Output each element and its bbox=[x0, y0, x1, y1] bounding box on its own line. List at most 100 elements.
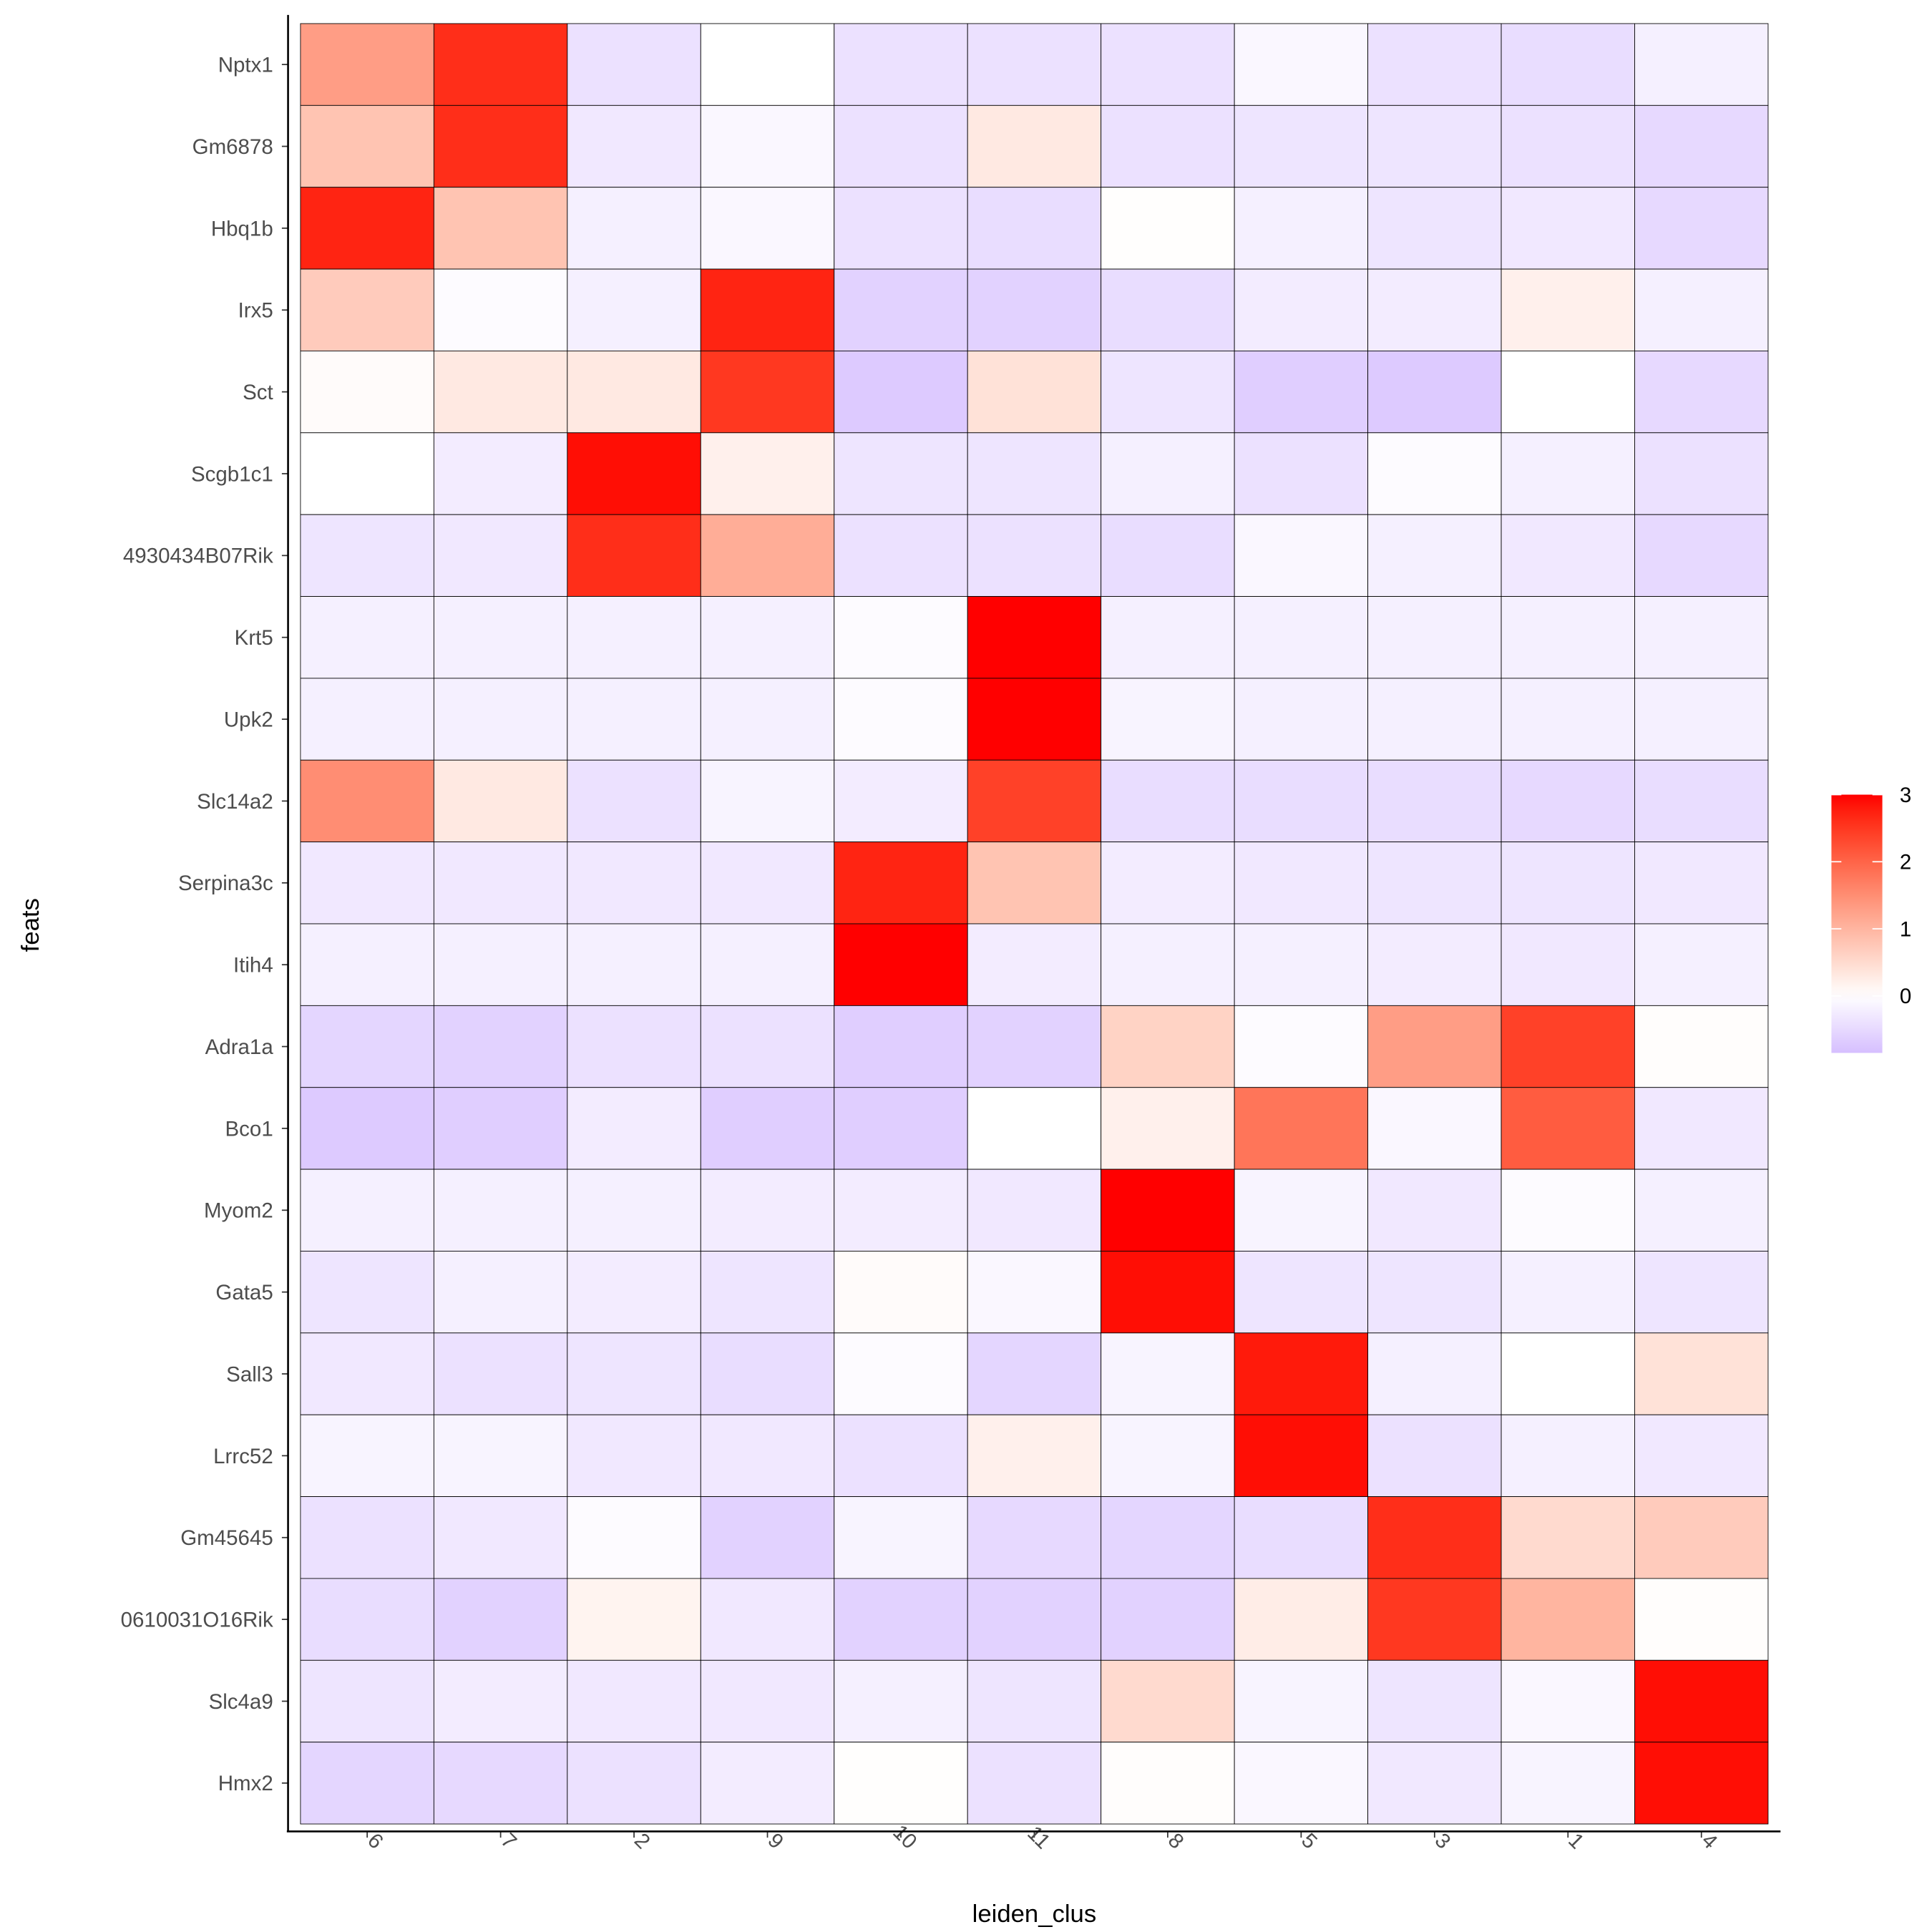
heatmap-cell bbox=[967, 514, 1102, 597]
heatmap-cell bbox=[1234, 1251, 1369, 1334]
heatmap-cell bbox=[967, 1087, 1102, 1170]
y-tick-label: Upk2 bbox=[224, 708, 273, 731]
heatmap-cell bbox=[1501, 678, 1635, 761]
heatmap-cell bbox=[300, 596, 434, 679]
heatmap-cell bbox=[700, 104, 835, 188]
heatmap-cell bbox=[967, 1332, 1102, 1415]
heatmap-cell bbox=[433, 1496, 568, 1579]
heatmap-cell bbox=[1367, 268, 1502, 351]
heatmap-cell bbox=[433, 596, 568, 679]
heatmap-cell bbox=[1234, 759, 1369, 843]
heatmap-cell bbox=[700, 678, 835, 761]
heatmap-cell bbox=[700, 1251, 835, 1334]
heatmap-cell bbox=[1634, 1005, 1769, 1088]
heatmap-cell bbox=[567, 596, 701, 679]
heatmap-cell bbox=[1501, 1578, 1635, 1661]
heatmap-cell bbox=[834, 596, 968, 679]
heatmap-cell bbox=[300, 841, 434, 924]
heatmap-cell bbox=[1501, 1332, 1635, 1415]
y-tick-label: Bco1 bbox=[225, 1117, 273, 1141]
heatmap-cell bbox=[300, 104, 434, 188]
heatmap-cell bbox=[1234, 596, 1369, 679]
heatmap-cell bbox=[834, 759, 968, 843]
heatmap-cell bbox=[433, 1742, 568, 1825]
heatmap-cell bbox=[834, 514, 968, 597]
heatmap-cell bbox=[433, 1005, 568, 1088]
heatmap-cell bbox=[1367, 596, 1502, 679]
heatmap-cell bbox=[567, 923, 701, 1006]
heatmap-cell bbox=[967, 1251, 1102, 1334]
heatmap-cell bbox=[300, 514, 434, 597]
heatmap-cell bbox=[1501, 759, 1635, 843]
heatmap-cell bbox=[567, 1332, 701, 1415]
heatmap-cell bbox=[1367, 1251, 1502, 1334]
heatmap-cell bbox=[1101, 841, 1235, 924]
heatmap-cell bbox=[1634, 23, 1769, 106]
heatmap-cell bbox=[1634, 351, 1769, 434]
y-tick-label: Serpina3c bbox=[178, 872, 273, 895]
heatmap-cell bbox=[567, 1742, 701, 1825]
heatmap-cell bbox=[567, 351, 701, 434]
heatmap-cell bbox=[700, 1169, 835, 1252]
heatmap-cell bbox=[567, 1251, 701, 1334]
heatmap-cell bbox=[1367, 1496, 1502, 1579]
heatmap-cell bbox=[1367, 187, 1502, 270]
heatmap-cell bbox=[1634, 759, 1769, 843]
heatmap-cell bbox=[567, 1578, 701, 1661]
heatmap-cell bbox=[700, 1087, 835, 1170]
heatmap-cell bbox=[1501, 187, 1635, 270]
heatmap-cell bbox=[1634, 678, 1769, 761]
heatmap-cell bbox=[1101, 268, 1235, 351]
heatmap-cell bbox=[834, 1742, 968, 1825]
heatmap-cell bbox=[1634, 1659, 1769, 1743]
heatmap-cell bbox=[1501, 1251, 1635, 1334]
heatmap-cell bbox=[1234, 432, 1369, 515]
heatmap-cell bbox=[1634, 1578, 1769, 1661]
heatmap-cell bbox=[567, 268, 701, 351]
colorbar-legend: 0 1 2 3 bbox=[1831, 784, 1911, 1053]
heatmap-cell bbox=[1101, 1659, 1235, 1743]
heatmap-cell bbox=[1101, 432, 1235, 515]
heatmap-cell bbox=[1101, 1496, 1235, 1579]
heatmap-cell bbox=[300, 923, 434, 1006]
heatmap-cell bbox=[567, 187, 701, 270]
x-tick-label: 10 bbox=[888, 1820, 922, 1854]
heatmap-cell bbox=[1501, 1496, 1635, 1579]
heatmap-cell bbox=[1234, 1742, 1369, 1825]
heatmap-cell bbox=[567, 841, 701, 924]
heatmap-cell bbox=[834, 187, 968, 270]
heatmap-cell bbox=[433, 432, 568, 515]
heatmap-cell bbox=[834, 1169, 968, 1252]
heatmap-cell bbox=[433, 514, 568, 597]
heatmap-cell bbox=[1367, 841, 1502, 924]
colorbar-tick-label: 2 bbox=[1900, 851, 1911, 874]
y-tick-label: Krt5 bbox=[235, 626, 273, 650]
heatmap-cell bbox=[834, 104, 968, 188]
heatmap-cell bbox=[300, 759, 434, 843]
y-tick-label: Nptx1 bbox=[218, 54, 273, 77]
heatmap-cell bbox=[300, 1169, 434, 1252]
colorbar-tick-label: 1 bbox=[1900, 917, 1911, 941]
heatmap-cell bbox=[1234, 268, 1369, 351]
y-tick-label: Lrrc52 bbox=[213, 1445, 273, 1468]
heatmap-cell bbox=[1367, 678, 1502, 761]
heatmap-cell bbox=[567, 1414, 701, 1498]
heatmap-cell bbox=[1101, 1414, 1235, 1498]
heatmap-cells bbox=[300, 23, 1769, 1825]
heatmap-cell bbox=[567, 1496, 701, 1579]
heatmap-cell bbox=[433, 187, 568, 270]
heatmap-cell bbox=[700, 514, 835, 597]
heatmap-cell bbox=[567, 759, 701, 843]
heatmap-cell bbox=[1501, 1414, 1635, 1498]
heatmap-cell bbox=[1634, 1414, 1769, 1498]
heatmap-cell bbox=[700, 268, 835, 351]
heatmap-cell bbox=[567, 432, 701, 515]
heatmap-cell bbox=[1634, 1087, 1769, 1170]
heatmap-cell bbox=[433, 351, 568, 434]
heatmap-cell bbox=[1501, 268, 1635, 351]
heatmap-cell bbox=[1234, 841, 1369, 924]
y-tick-label: Scgb1c1 bbox=[191, 462, 273, 486]
heatmap-cell bbox=[834, 841, 968, 924]
heatmap-cell bbox=[433, 841, 568, 924]
